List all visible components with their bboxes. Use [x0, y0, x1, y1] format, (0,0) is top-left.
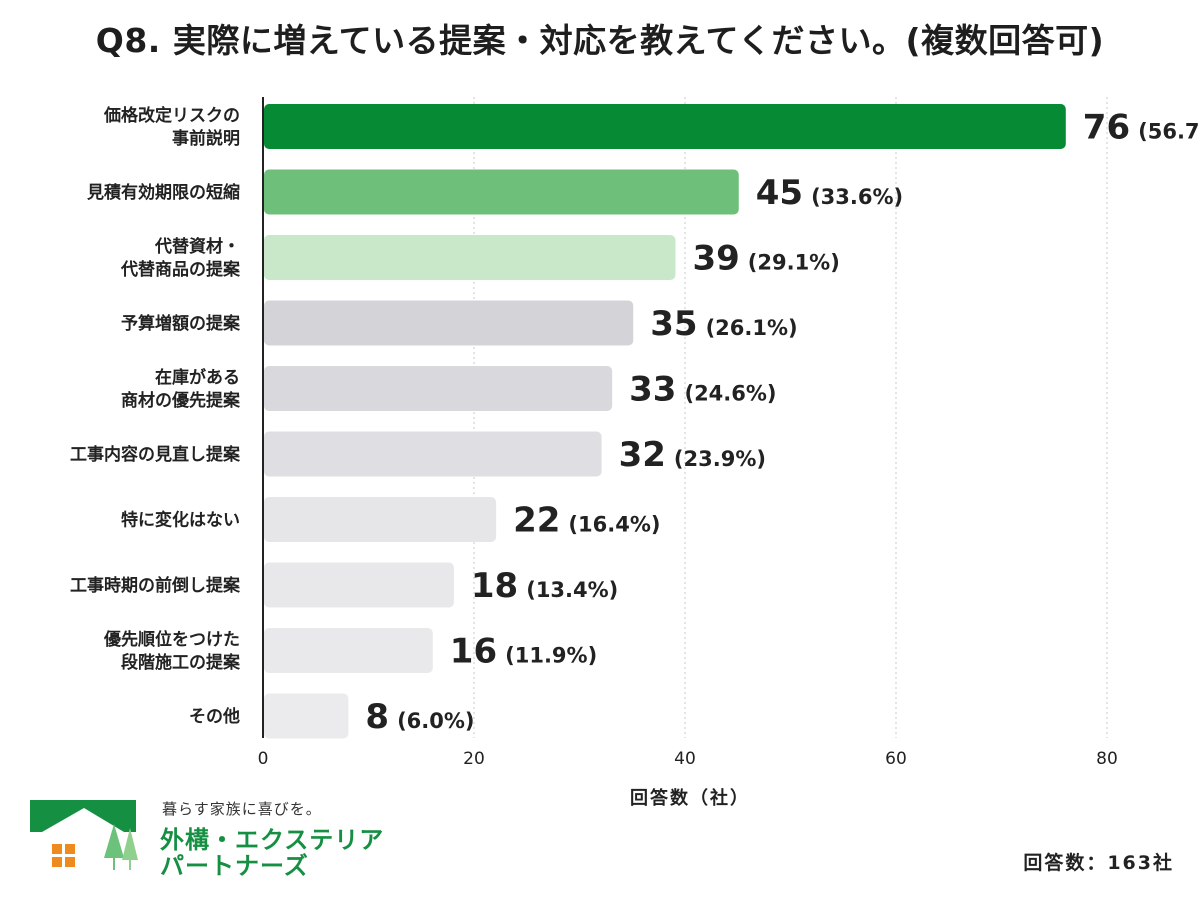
company-logo: 暮らす家族に喜びを。 外構・エクステリア パートナーズ: [28, 798, 408, 880]
value-label: 18 (13.4%): [471, 566, 618, 606]
x-tick-label: 20: [463, 749, 485, 769]
value-label: 32 (23.9%): [619, 435, 766, 475]
value-label: 22 (16.4%): [513, 501, 660, 541]
category-labels: 価格改定リスクの事前説明見積有効期限の短縮代替資材・代替商品の提案予算増額の提案…: [70, 105, 241, 727]
value-label: 16 (11.9%): [450, 632, 597, 672]
x-axis-title: 回答数（社）: [630, 787, 750, 809]
bars: [264, 104, 1066, 739]
bar: [264, 628, 433, 673]
value-label: 8 (6.0%): [365, 697, 474, 737]
category-label: 予算増額の提案: [121, 313, 241, 334]
category-label: 特に変化はない: [121, 510, 240, 531]
value-label: 33 (24.6%): [629, 370, 776, 410]
category-label: 優先順位をつけた段階施工の提案: [103, 629, 241, 673]
house-logo-icon: [30, 800, 138, 870]
category-label: その他: [189, 706, 240, 727]
bar: [264, 169, 739, 215]
bar: [264, 497, 497, 542]
category-label: 工事時期の前倒し提案: [70, 575, 241, 596]
category-label: 工事内容の見直し提案: [70, 444, 241, 465]
bar: [264, 431, 602, 477]
category-label: 代替資材・代替商品の提案: [120, 236, 241, 280]
x-tick-label: 0: [258, 749, 269, 769]
value-label: 35 (26.1%): [650, 304, 797, 344]
value-labels: 76(56.7%) 45(33.6%) 39(29.1%) 35(26.1%) 33(2…: [365, 108, 1200, 738]
bar: [264, 366, 613, 411]
category-label: 見積有効期限の短縮: [86, 182, 240, 203]
x-axis-ticks: 0 20 40 60 80: [258, 749, 1118, 769]
logo-name-line-1: 外構・エクステリア: [160, 826, 385, 854]
logo-tagline: 暮らす家族に喜びを。: [162, 800, 322, 818]
x-tick-label: 60: [885, 749, 907, 769]
category-label: 在庫がある商材の優先提案: [121, 367, 241, 411]
x-tick-label: 40: [674, 749, 696, 769]
bar: [264, 562, 454, 608]
bar: [264, 693, 349, 739]
value-label: 76(56.7%): [1083, 108, 1200, 148]
value-label: 45 (33.6%): [756, 173, 903, 213]
value-label: 39 (29.1%): [692, 239, 839, 279]
logo-name-line-2: パートナーズ: [160, 852, 309, 880]
bar: [264, 300, 634, 346]
total-responses: 回答数：163社: [1023, 852, 1174, 874]
chart-title: Q8. 実際に増えている提案・対応を教えてください。(複数回答可): [95, 21, 1105, 60]
category-label: 価格改定リスクの事前説明: [103, 105, 240, 149]
x-tick-label: 80: [1096, 749, 1118, 769]
bar: [264, 235, 676, 280]
bar: [264, 104, 1066, 149]
